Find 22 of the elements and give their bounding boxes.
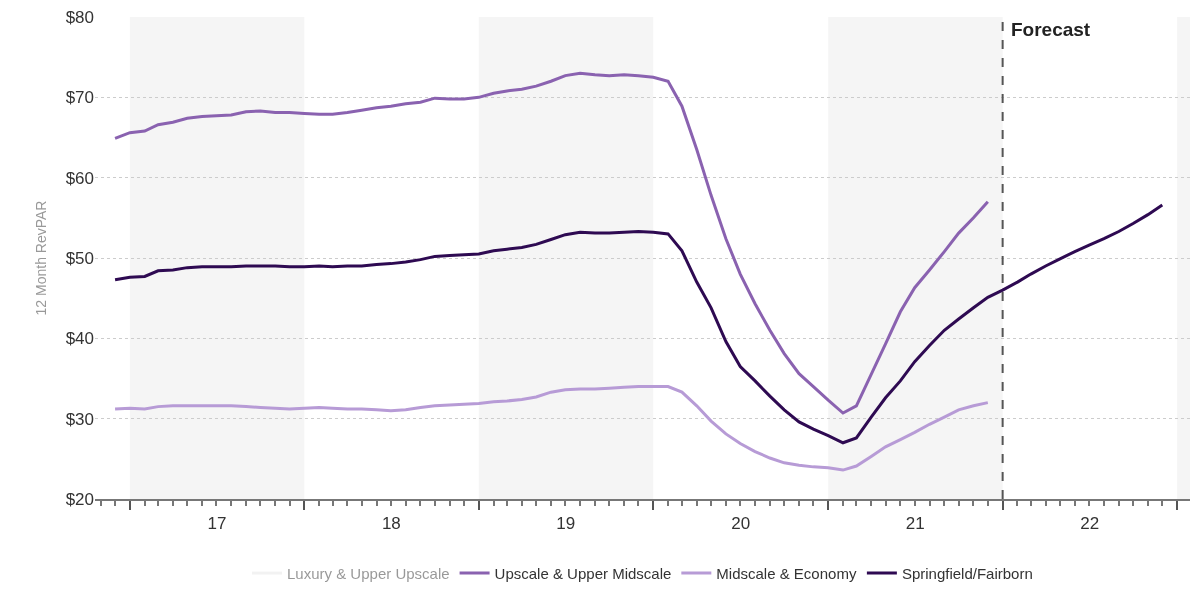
x-tick-label: 22 bbox=[1080, 514, 1100, 533]
line-series bbox=[113, 385, 990, 472]
y-tick-label: $30 bbox=[65, 409, 94, 429]
line-series bbox=[113, 203, 1164, 445]
x-tick-label: 19 bbox=[556, 514, 576, 533]
x-tick-label: 21 bbox=[905, 514, 925, 533]
line-series bbox=[113, 71, 990, 415]
legend-label: Midscale & Economy bbox=[716, 564, 857, 582]
ref-line-label: Forecast bbox=[1011, 19, 1091, 40]
y-tick-label: $20 bbox=[65, 489, 94, 509]
y-axis-title: 12 Month RevPAR bbox=[33, 200, 50, 316]
x-tick-label: 20 bbox=[731, 514, 751, 533]
y-tick-label: $60 bbox=[65, 168, 94, 188]
y-tick-label: $80 bbox=[65, 7, 94, 27]
x-tick-label: 18 bbox=[381, 514, 401, 533]
y-tick-label: $50 bbox=[65, 248, 94, 268]
y-tick-label: $40 bbox=[65, 329, 94, 349]
legend-label: Upscale & Upper Midscale bbox=[494, 564, 672, 582]
x-tick-label: 17 bbox=[207, 514, 227, 533]
legend-label: Springfield/Fairborn bbox=[901, 564, 1033, 582]
y-tick-label: $70 bbox=[65, 88, 94, 108]
legend-label: Luxury & Upper Upscale bbox=[287, 564, 450, 582]
